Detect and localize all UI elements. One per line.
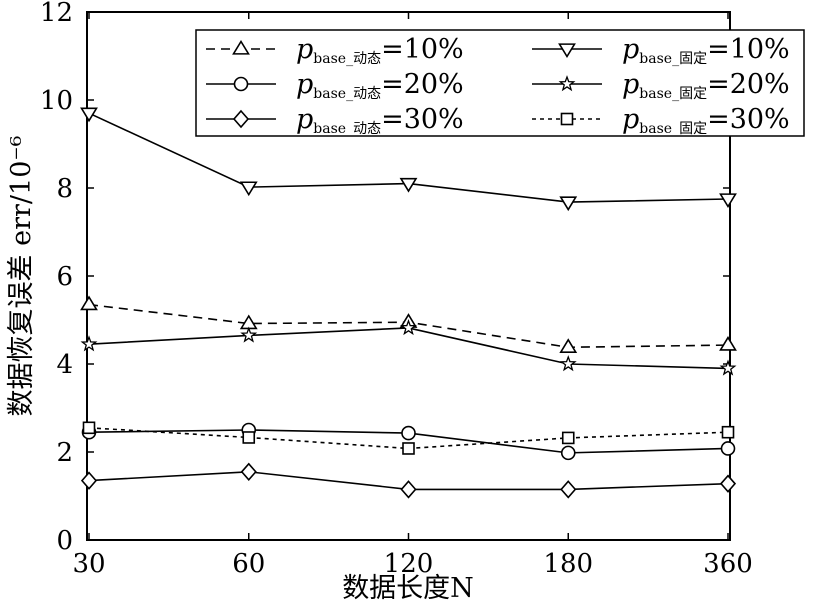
y-tick-label: 12: [40, 0, 73, 28]
star-marker: [80, 335, 98, 352]
triangle-up-marker: [719, 336, 737, 351]
legend-label: pbase_动态=10%: [296, 34, 464, 67]
series-line: [80, 462, 737, 499]
legend-entry: pbase_固定=20%: [532, 69, 790, 102]
legend-label: pbase_固定=30%: [622, 104, 790, 137]
triangle-up-marker: [559, 338, 578, 353]
triangle-down-marker: [719, 193, 737, 209]
diamond-marker: [232, 109, 250, 129]
circle-marker: [233, 76, 249, 92]
triangle-down-marker: [239, 181, 258, 197]
legend: pbase_动态=10%pbase_动态=20%pbase_动态=30% pbas…: [195, 29, 805, 137]
square-marker: [561, 431, 575, 445]
triangle-up-marker: [80, 295, 98, 311]
circle-marker: [401, 425, 416, 441]
x-tick-label: 30: [72, 549, 105, 579]
diamond-marker: [560, 480, 577, 499]
square-marker: [242, 431, 256, 444]
star-marker: [558, 75, 576, 92]
legend-entry: pbase_固定=30%: [532, 104, 790, 137]
series-line: [80, 107, 737, 212]
circle-marker: [720, 441, 736, 456]
x-axis-title: 数据长度N: [342, 573, 474, 602]
series-line: [82, 421, 735, 455]
x-tick-label: 180: [543, 549, 593, 579]
series-layer: [80, 107, 737, 499]
legend-entry: pbase_动态=20%: [206, 69, 464, 102]
star-marker: [240, 326, 258, 343]
y-tick-label: 4: [56, 350, 73, 380]
x-tick-label: 120: [384, 549, 434, 579]
diamond-marker: [80, 471, 98, 490]
triangle-down-marker: [559, 196, 578, 212]
square-marker: [82, 421, 96, 435]
y-tick-label: 0: [56, 526, 73, 556]
circle-marker: [560, 445, 576, 461]
series-line: [80, 319, 737, 376]
legend-label: pbase_动态=20%: [296, 69, 464, 102]
square-marker: [721, 425, 735, 439]
triangle-down-marker: [558, 43, 576, 59]
triangle-down-marker: [399, 177, 418, 193]
legend-box: [195, 29, 805, 137]
legend-entry: pbase_动态=10%: [206, 34, 464, 67]
star-marker: [719, 359, 737, 376]
x-tick-label: 360: [703, 549, 753, 579]
y-tick-label: 8: [56, 174, 73, 204]
x-axis: 30 60 120 180 360: [72, 12, 753, 579]
triangle-down-marker: [80, 107, 98, 123]
y-tick-label: 10: [40, 86, 73, 116]
x-tick-label: 60: [232, 549, 265, 579]
diamond-marker: [400, 480, 417, 499]
square-marker: [560, 112, 574, 126]
diamond-marker: [719, 474, 737, 493]
square-marker: [402, 442, 415, 455]
y-axis: 0 2 4 6 8 10 12: [40, 0, 730, 556]
y-tick-label: 6: [56, 262, 73, 292]
legend-entry: pbase_动态=30%: [206, 104, 464, 137]
legend-entry: pbase_固定=10%: [532, 34, 790, 67]
diamond-marker: [240, 462, 257, 482]
y-tick-label: 2: [56, 438, 73, 468]
triangle-up-marker: [232, 39, 250, 55]
legend-label: pbase_动态=30%: [296, 104, 464, 137]
star-marker: [400, 319, 417, 336]
legend-label: pbase_固定=10%: [622, 34, 790, 67]
y-axis-title: 数据恢复误差 err/10⁻⁶: [6, 135, 37, 416]
star-marker: [559, 355, 577, 372]
legend-label: pbase_固定=20%: [622, 69, 790, 102]
